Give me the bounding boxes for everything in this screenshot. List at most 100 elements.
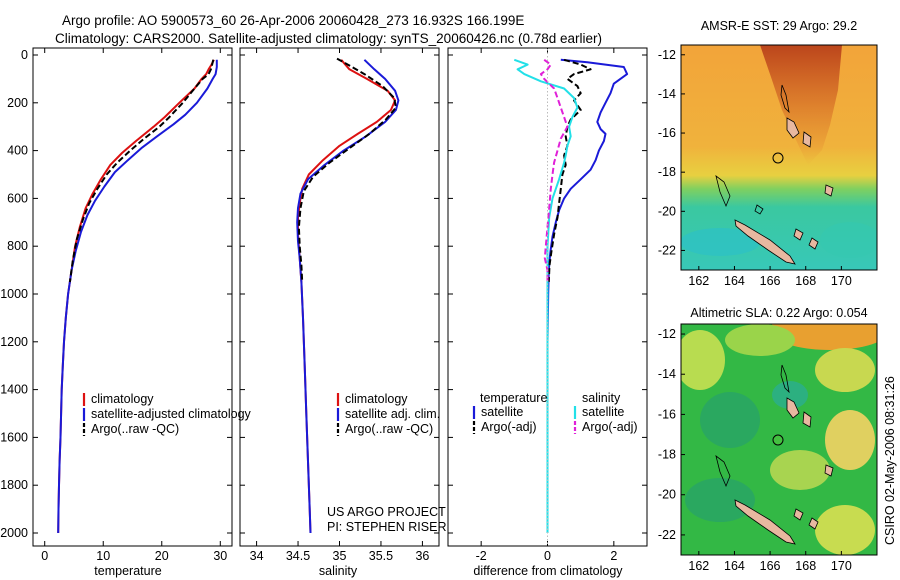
y-tick-label: 1000 xyxy=(0,287,28,301)
y-tick-label: 0 xyxy=(21,48,28,62)
sla-patch xyxy=(825,410,875,470)
sla-low-patch xyxy=(685,478,755,522)
header-line-2: Climatology: CARS2000. Satellite-adjuste… xyxy=(55,31,602,46)
argo-position-marker xyxy=(772,152,784,164)
map-y-tick-label: -16 xyxy=(658,126,676,140)
sla-patch xyxy=(681,330,725,390)
sla-map-ticks: 162 164 166 168 170 -12 -14 -16 -18 -20 -22 xyxy=(658,327,852,573)
map-y-tick-label: -20 xyxy=(658,488,676,502)
map-x-tick-label: 166 xyxy=(760,274,781,288)
y-tick-label: 2000 xyxy=(0,526,28,540)
sla-low-patch xyxy=(772,381,808,409)
y-tick-label: 200 xyxy=(7,96,28,110)
y-tick-label: 1200 xyxy=(0,335,28,349)
vanuatu-island xyxy=(824,464,834,477)
temperature-axes xyxy=(32,47,233,547)
x-tick-label: 34 xyxy=(250,549,264,563)
sla-map-field xyxy=(681,324,877,555)
legend-title-temperature: temperature xyxy=(480,391,547,405)
sla-low-patch xyxy=(700,392,760,448)
legend-title-salinity: salinity xyxy=(582,391,621,405)
series-salinity-argo xyxy=(297,57,397,283)
reef-outline xyxy=(715,175,731,208)
credit-pi: PI: STEPHEN RISER xyxy=(327,520,446,534)
header-line-1: Argo profile: AO 5900573_60 26-Apr-2006 … xyxy=(62,13,524,28)
loyalty-island xyxy=(808,517,819,530)
legend-label-argo: Argo(..raw -QC) xyxy=(91,422,179,436)
map-x-tick-label: 168 xyxy=(795,274,816,288)
profile-curves xyxy=(57,57,629,534)
vanuatu-island xyxy=(824,184,834,197)
y-tick-label: 1600 xyxy=(0,430,28,444)
x-tick-label: 10 xyxy=(96,549,110,563)
map-y-tick-label: -16 xyxy=(658,407,676,421)
sla-high-patch xyxy=(770,324,877,350)
y-tick-label: 600 xyxy=(7,191,28,205)
map-y-tick-label: -14 xyxy=(658,87,676,101)
salinity-axes xyxy=(239,47,440,547)
argo-position-marker xyxy=(772,434,784,446)
sla-map-axes xyxy=(680,323,878,556)
map-y-tick-label: -14 xyxy=(658,367,676,381)
legend-label-sal-satellite: satellite xyxy=(582,405,624,419)
sla-patch xyxy=(725,324,795,356)
x-tick-label: -2 xyxy=(476,549,487,563)
series-difference-salinity-argo xyxy=(539,58,569,282)
x-tick-label: 35 xyxy=(333,549,347,563)
new-caledonia-island xyxy=(734,499,796,545)
map-y-tick-label: -18 xyxy=(658,448,676,462)
map-x-tick-label: 162 xyxy=(688,274,709,288)
legend-label-temp-satellite: satellite xyxy=(481,405,523,419)
series-salinity-satellite-adjusted xyxy=(296,59,400,534)
legend-label-sal-argo: Argo(-adj) xyxy=(582,420,638,434)
island-outline xyxy=(780,84,790,114)
series-difference-salinity-satellite xyxy=(513,58,579,533)
salinity-xlabel: salinity xyxy=(319,564,358,578)
series-difference-temperature-argo xyxy=(547,58,592,283)
sst-cool-patch xyxy=(681,228,760,256)
map-x-tick-label: 162 xyxy=(688,559,709,573)
sst-cool-patch-east xyxy=(820,222,877,258)
x-tick-label: 20 xyxy=(155,549,169,563)
x-tick-label: 34.5 xyxy=(286,549,310,563)
legend-label-satellite: satellite-adjusted climatology xyxy=(91,407,252,421)
map-y-tick-label: -22 xyxy=(658,243,676,257)
x-tick-label: 35.5 xyxy=(369,549,393,563)
island-outline xyxy=(780,364,790,394)
temperature-xlabel: temperature xyxy=(94,564,161,578)
x-tick-label: 30 xyxy=(213,549,227,563)
vanuatu-island xyxy=(786,397,800,419)
difference-xlabel: difference from climatology xyxy=(473,564,623,578)
credit-project: US ARGO PROJECT xyxy=(327,505,446,519)
legend-label-climatology: climatology xyxy=(345,392,408,406)
loyalty-island xyxy=(793,228,804,241)
series-temperature-argo xyxy=(68,59,215,283)
map-x-tick-label: 170 xyxy=(831,559,852,573)
legend-label-satellite: satellite adj. clim. xyxy=(345,407,440,421)
map-x-tick-label: 164 xyxy=(724,274,745,288)
loyalty-island xyxy=(808,237,819,250)
new-caledonia-island xyxy=(734,219,796,265)
map-y-tick-label: -18 xyxy=(658,165,676,179)
sla-patch xyxy=(815,348,875,392)
x-tick-label: 36 xyxy=(415,549,429,563)
series-temperature-satellite-adjusted xyxy=(57,59,218,534)
vanuatu-island xyxy=(802,131,812,148)
sst-map-ticks: 162 164 166 168 170 -12 -14 -16 -18 -20 -22 xyxy=(658,48,852,288)
series-temperature-climatology xyxy=(57,59,215,534)
vanuatu-island xyxy=(802,411,812,428)
y-tick-label: 800 xyxy=(7,239,28,253)
map-y-tick-label: -22 xyxy=(658,528,676,542)
sla-patch xyxy=(770,450,830,490)
x-tick-label: 0 xyxy=(544,549,551,563)
legend-label-climatology: climatology xyxy=(91,392,154,406)
sst-map-title: AMSR-E SST: 29 Argo: 29.2 xyxy=(701,19,857,33)
sst-warm-tongue xyxy=(760,45,842,165)
side-stamp: CSIRO 02-May-2006 08:31:26 xyxy=(883,376,897,545)
reef-outline xyxy=(715,455,731,488)
map-x-tick-label: 170 xyxy=(831,274,852,288)
sst-map-axes xyxy=(680,44,878,271)
map-x-tick-label: 168 xyxy=(795,559,816,573)
x-tick-label: 0 xyxy=(41,549,48,563)
